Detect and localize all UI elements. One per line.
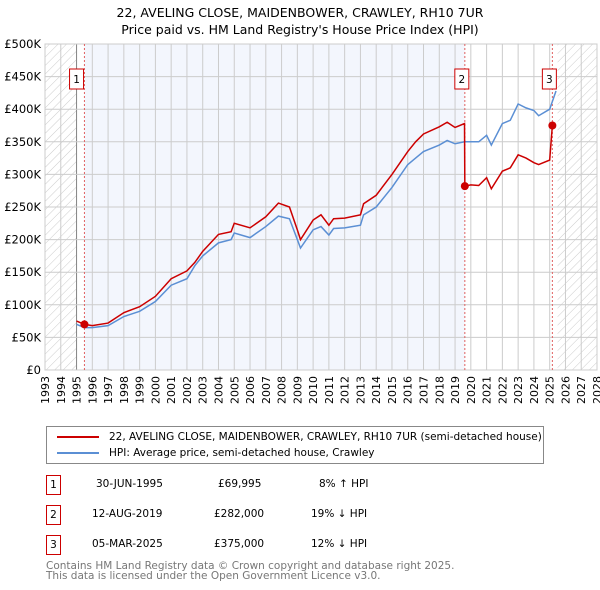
x-tick-label: 1997 bbox=[102, 376, 115, 404]
sale-point bbox=[548, 121, 557, 130]
hpi-line bbox=[76, 90, 557, 329]
x-tick-label: 2016 bbox=[402, 376, 415, 404]
sale-row: 1 30-JUN-1995 £69,995 8% ↑ HPI bbox=[46, 475, 546, 495]
sale-price: £282,000 bbox=[214, 508, 265, 520]
chart-subtitle: Price paid vs. HM Land Registry's House … bbox=[121, 22, 479, 37]
property-price-line bbox=[76, 121, 554, 327]
y-tick-label: £100K bbox=[4, 298, 41, 312]
legend-label: HPI: Average price, semi-detached house,… bbox=[109, 447, 375, 459]
sale-hpi: 8% ↑ HPI bbox=[319, 478, 369, 490]
y-tick-label: £50K bbox=[12, 330, 42, 344]
x-tick-label: 2003 bbox=[197, 376, 210, 404]
x-tick-label: 1995 bbox=[71, 376, 84, 404]
sale-price: £69,995 bbox=[218, 478, 262, 490]
plot-border bbox=[44, 43, 598, 371]
legend-item-hpi: HPI: Average price, semi-detached house,… bbox=[57, 445, 375, 461]
x-tick-label: 2025 bbox=[544, 376, 557, 404]
y-tick-label: £0 bbox=[26, 363, 41, 377]
x-tick-label: 2001 bbox=[165, 376, 178, 404]
sale-marker-box bbox=[454, 68, 470, 90]
x-tick-label: 2008 bbox=[276, 376, 289, 404]
sale-marker-label: 2 bbox=[458, 74, 465, 86]
sale-marker-box bbox=[541, 68, 557, 90]
x-tick-label: 2013 bbox=[354, 376, 367, 404]
sale-price: £375,000 bbox=[214, 538, 265, 550]
x-tick-label: 2023 bbox=[512, 376, 525, 404]
x-tick-label: 2011 bbox=[323, 376, 336, 404]
x-tick-label: 2015 bbox=[386, 376, 399, 404]
x-tick-label: 1999 bbox=[134, 376, 147, 404]
footer-copyright: Contains HM Land Registry data © Crown c… bbox=[46, 560, 455, 572]
sale-hpi: 19% ↓ HPI bbox=[311, 508, 368, 520]
sale-date: 12-AUG-2019 bbox=[92, 508, 163, 520]
y-tick-label: £250K bbox=[4, 200, 41, 214]
x-tick-label: 1996 bbox=[86, 376, 99, 404]
x-tick-label: 2026 bbox=[559, 376, 572, 404]
x-tick-label: 2019 bbox=[449, 376, 462, 404]
sale-number: 1 bbox=[46, 475, 61, 495]
y-tick-label: £300K bbox=[4, 167, 41, 181]
x-tick-label: 2005 bbox=[228, 376, 241, 404]
x-tick-label: 1993 bbox=[39, 376, 52, 404]
sale-row: 3 05-MAR-2025 £375,000 12% ↓ HPI bbox=[46, 535, 546, 555]
sale-point bbox=[460, 182, 469, 191]
y-tick-label: £150K bbox=[4, 265, 41, 279]
x-tick-label: 2009 bbox=[291, 376, 304, 404]
x-tick-label: 2021 bbox=[481, 376, 494, 404]
x-tick-label: 1994 bbox=[55, 376, 68, 404]
sale-number: 3 bbox=[46, 535, 61, 555]
chart-title: 22, AVELING CLOSE, MAIDENBOWER, CRAWLEY,… bbox=[116, 5, 484, 20]
x-tick-label: 2010 bbox=[307, 376, 320, 404]
sale-date: 30-JUN-1995 bbox=[96, 478, 163, 490]
x-tick-label: 2006 bbox=[244, 376, 257, 404]
x-tick-label: 1998 bbox=[118, 376, 131, 404]
sale-marker-label: 1 bbox=[73, 74, 80, 86]
sale-row: 2 12-AUG-2019 £282,000 19% ↓ HPI bbox=[46, 505, 546, 525]
sale-number: 2 bbox=[46, 505, 61, 525]
x-tick-label: 2002 bbox=[181, 376, 194, 404]
x-tick-label: 2018 bbox=[433, 376, 446, 404]
x-tick-label: 2007 bbox=[260, 376, 273, 404]
x-tick-label: 2020 bbox=[465, 376, 478, 404]
x-tick-label: 2014 bbox=[370, 376, 383, 404]
y-tick-label: £350K bbox=[4, 135, 41, 149]
y-tick-label: £400K bbox=[4, 102, 41, 116]
footer: Contains HM Land Registry data © Crown c… bbox=[46, 560, 455, 582]
x-tick-label: 2027 bbox=[575, 376, 588, 404]
sale-point bbox=[80, 320, 89, 329]
x-tick-label: 2004 bbox=[212, 376, 225, 404]
chart-legend: 22, AVELING CLOSE, MAIDENBOWER, CRAWLEY,… bbox=[46, 426, 544, 464]
y-tick-label: £450K bbox=[4, 70, 41, 84]
y-tick-label: £500K bbox=[4, 37, 41, 51]
sale-marker-box bbox=[69, 68, 85, 90]
sale-hpi: 12% ↓ HPI bbox=[311, 538, 368, 550]
sale-date: 05-MAR-2025 bbox=[92, 538, 163, 550]
legend-item-property: 22, AVELING CLOSE, MAIDENBOWER, CRAWLEY,… bbox=[57, 429, 542, 445]
x-tick-label: 2000 bbox=[149, 376, 162, 404]
x-tick-label: 2024 bbox=[528, 376, 541, 404]
x-tick-label: 2022 bbox=[496, 376, 509, 404]
legend-label: 22, AVELING CLOSE, MAIDENBOWER, CRAWLEY,… bbox=[109, 431, 542, 443]
sale-marker-label: 3 bbox=[546, 74, 553, 86]
y-tick-label: £200K bbox=[4, 233, 41, 247]
x-tick-label: 2012 bbox=[339, 376, 352, 404]
x-tick-label: 2028 bbox=[591, 376, 600, 404]
x-tick-label: 2017 bbox=[418, 376, 431, 404]
footer-licence: This data is licensed under the Open Gov… bbox=[46, 570, 381, 582]
